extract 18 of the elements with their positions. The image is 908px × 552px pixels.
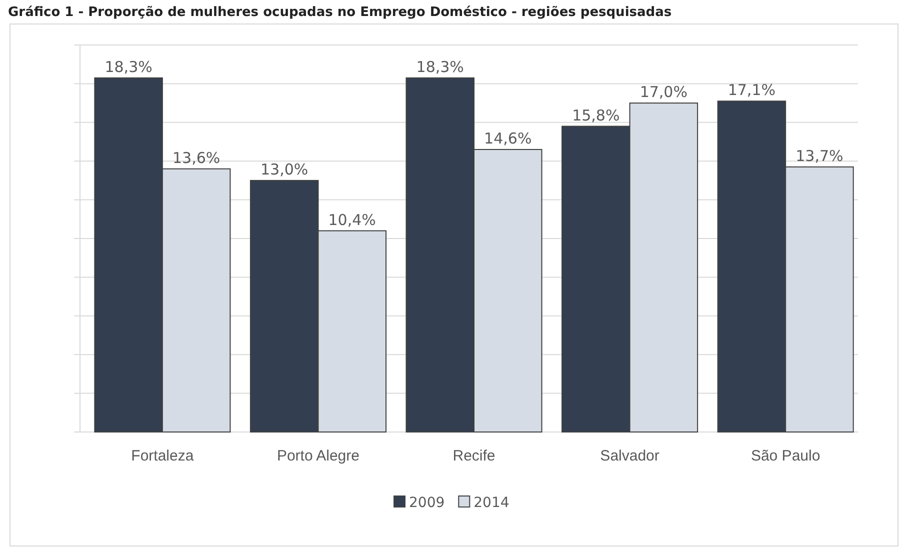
data-label: 18,3%	[104, 58, 152, 76]
x-tick-label: Fortaleza	[131, 448, 194, 465]
x-tick-label: Porto Alegre	[276, 448, 360, 465]
data-label: 15,8%	[572, 106, 620, 124]
legend-label: 2009	[409, 495, 445, 511]
data-label: 14,6%	[484, 129, 532, 148]
data-label: 13,6%	[172, 148, 220, 167]
data-label: 17,1%	[728, 81, 776, 100]
chart-title: Gráfico 1 - Proporção de mulheres ocupadas no Emprego Doméstico - regiões pesquisadas	[8, 5, 672, 20]
x-tick-label: Recife	[452, 448, 496, 465]
x-tick-label: Salvador	[600, 448, 660, 465]
x-tick-label: São Paulo	[750, 448, 820, 465]
data-label: 13,0%	[260, 160, 308, 178]
data-label: 17,0%	[640, 83, 688, 102]
data-label: 10,4%	[328, 210, 376, 229]
data-label: 13,7%	[796, 146, 844, 165]
legend-label: 2014	[474, 495, 510, 511]
data-label: 18,3%	[416, 58, 464, 76]
